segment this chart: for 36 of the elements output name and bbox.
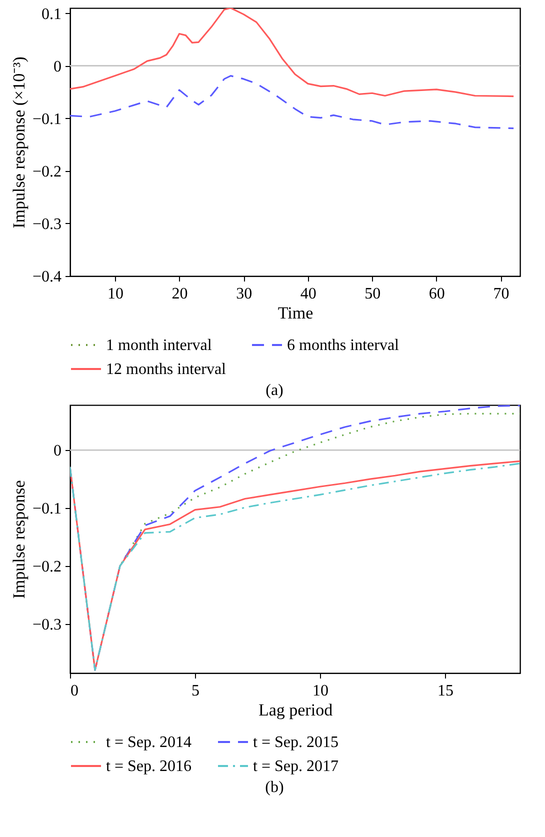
- x-axis-title: Time: [278, 304, 314, 322]
- y-tick-label: −0.2: [32, 558, 62, 576]
- legend-label: 1 month interval: [106, 337, 212, 354]
- y-tick-label: 0: [54, 442, 62, 460]
- x-tick-label: 40: [300, 286, 316, 302]
- x-tick-label: 10: [312, 682, 328, 700]
- y-tick-label: −0.1: [32, 110, 62, 128]
- y-tick-label: −0.3: [32, 216, 62, 233]
- legend-label: 12 months interval: [106, 361, 227, 378]
- y-tick-label: 0: [54, 58, 62, 76]
- legend-label: 6 months interval: [287, 337, 400, 354]
- x-tick-label: 30: [236, 286, 252, 302]
- y-tick-label: −0.3: [32, 616, 62, 634]
- y-axis-title: Impulse response (×10⁻³): [9, 56, 28, 228]
- y-axis-title: Impulse response: [9, 480, 28, 599]
- x-axis-title: Lag period: [258, 700, 334, 720]
- x-tick-label: 50: [364, 286, 381, 302]
- text: (a): [264, 382, 284, 400]
- x-tick-label: 15: [438, 682, 454, 700]
- line-series: [70, 8, 514, 98]
- y-tick-label: −0.4: [32, 268, 62, 286]
- y-tick-label: 0.1: [42, 6, 62, 23]
- legend-label: t = Sep. 2016: [106, 758, 192, 775]
- x-tick-label: 0: [70, 682, 78, 700]
- legend-label: t = Sep. 2014: [106, 734, 192, 751]
- line-series: [70, 74, 514, 130]
- x-tick-label: 10: [108, 286, 124, 302]
- x-tick-label: 60: [428, 286, 445, 302]
- legend-label: t = Sep. 2017: [253, 758, 338, 775]
- text: (b): [264, 779, 285, 797]
- y-tick-label: −0.2: [32, 163, 62, 180]
- x-tick-label: 70: [493, 286, 510, 302]
- x-tick-label: 20: [172, 286, 188, 302]
- x-tick-label: 5: [192, 682, 200, 700]
- legend-label: t = Sep. 2015: [253, 734, 338, 751]
- y-tick-label: −0.1: [32, 500, 62, 518]
